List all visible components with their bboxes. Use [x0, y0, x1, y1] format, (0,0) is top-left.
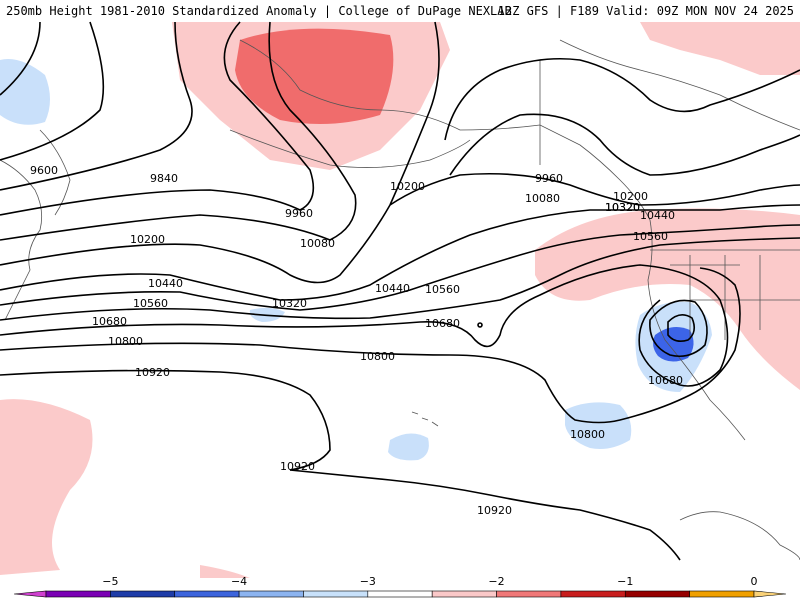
- contour-labels: 9600 9840 9960 10080 10200 10320 10440 1…: [30, 164, 683, 517]
- contour-label: 10080: [300, 237, 335, 250]
- colorbar-max-arrow: [753, 590, 787, 598]
- contour-9600: [0, 21, 41, 96]
- colorbar-tick-label: −5: [102, 575, 118, 588]
- colorbar-segment: [367, 590, 433, 598]
- contour-label: 10680: [648, 374, 683, 387]
- contour-label: 10200: [613, 190, 648, 203]
- contour-10440: [0, 224, 800, 311]
- contour-10560: [0, 237, 800, 321]
- colorbar-segment: [45, 590, 111, 598]
- north-america-west-coast: [647, 219, 746, 441]
- negative-anomaly-northwest: [0, 59, 50, 125]
- contour-label: 9840: [150, 172, 178, 185]
- contour-10800: [0, 267, 741, 424]
- contour-label: 10920: [135, 366, 170, 379]
- closed-low-outer: [649, 299, 708, 358]
- positive-anomaly-bottom: [200, 565, 250, 578]
- contour-label: 10320: [605, 201, 640, 214]
- contour-label: 10440: [148, 277, 183, 290]
- state-borders: [670, 255, 800, 340]
- coastlines: [0, 39, 800, 561]
- contour-10080: [0, 21, 357, 241]
- colorbar-tick-label: −2: [488, 575, 504, 588]
- colorbar-tick-label: 0: [751, 575, 758, 588]
- contour-10200-east: [389, 172, 800, 206]
- negative-anomaly-subtropics: [565, 402, 632, 449]
- contour-9720-a: [0, 21, 105, 161]
- alaska-coast: [239, 39, 651, 221]
- contour-label: 10920: [477, 504, 512, 517]
- contour-9960: [0, 21, 315, 216]
- contour-10320: [0, 204, 800, 301]
- contour-label: 10920: [280, 460, 315, 473]
- contour-label: 10200: [130, 233, 165, 246]
- contour-label: 10680: [425, 317, 460, 330]
- contour-label: 9600: [30, 164, 58, 177]
- small-low-marker-a: [477, 322, 483, 328]
- positive-anomaly-southwest: [0, 399, 93, 575]
- contour-label: 10080: [525, 192, 560, 205]
- contour-label: 10440: [375, 282, 410, 295]
- contour-label: 10800: [570, 428, 605, 441]
- colorbar-tick-label: −1: [617, 575, 633, 588]
- contour-label: 10800: [360, 350, 395, 363]
- colorbar: −5−4−3−2−1012345: [13, 575, 787, 598]
- colorbar-segment: [624, 590, 690, 598]
- asia-coast: [0, 159, 43, 321]
- contour-label: 10200: [390, 180, 425, 193]
- contour-9960-east: [444, 58, 800, 141]
- colorbar-segment: [431, 590, 497, 598]
- contour-label: 10560: [133, 297, 168, 310]
- negative-anomaly-hawaii: [388, 433, 429, 461]
- colorbar-tick-label: −3: [360, 575, 376, 588]
- positive-anomaly-arctic: [640, 22, 800, 75]
- strong-positive-anomaly-alaska: [235, 28, 394, 125]
- map-title: 250mb Height 1981-2010 Standardized Anom…: [6, 4, 512, 18]
- contour-label: 10560: [425, 283, 460, 296]
- positive-anomaly-westcoast: [535, 208, 800, 390]
- colorbar-segment: [174, 590, 240, 598]
- closed-low-inner: [667, 314, 696, 342]
- contour-10920: [0, 369, 331, 471]
- contour-label: 10320: [605, 201, 640, 214]
- anomaly-shading: [0, 22, 800, 578]
- contour-label: 10560: [633, 230, 668, 243]
- contour-label: 10680: [92, 315, 127, 328]
- contour-label: 9960: [535, 172, 563, 185]
- contour-label: 10320: [272, 297, 307, 310]
- colorbar-segment: [560, 590, 626, 598]
- mexico-coast: [679, 511, 800, 561]
- colorbar-segment: [303, 590, 369, 598]
- contour-10080-east: [449, 113, 800, 176]
- hawaii-islands: [411, 411, 439, 427]
- model-run-info: 12Z GFS | F189 Valid: 09Z MON NOV 24 202…: [497, 4, 794, 18]
- arctic-coast: [559, 39, 800, 131]
- colorbar-segment: [110, 590, 176, 598]
- height-contours: [0, 21, 800, 561]
- aleutian-chain: [229, 129, 471, 168]
- colorbar-min-arrow: [13, 590, 47, 598]
- colorbar-segment: [689, 590, 755, 598]
- contour-label: 10800: [108, 335, 143, 348]
- colorbar-tick-label: −4: [231, 575, 247, 588]
- contour-label: 10440: [640, 209, 675, 222]
- contour-label: 9960: [285, 207, 313, 220]
- contour-10920-south: [289, 469, 681, 561]
- contour-9840: [0, 21, 193, 191]
- colorbar-segment: [496, 590, 562, 598]
- contour-10680: [0, 264, 729, 387]
- contour-10200-west: [0, 21, 440, 284]
- colorbar-segment: [238, 590, 304, 598]
